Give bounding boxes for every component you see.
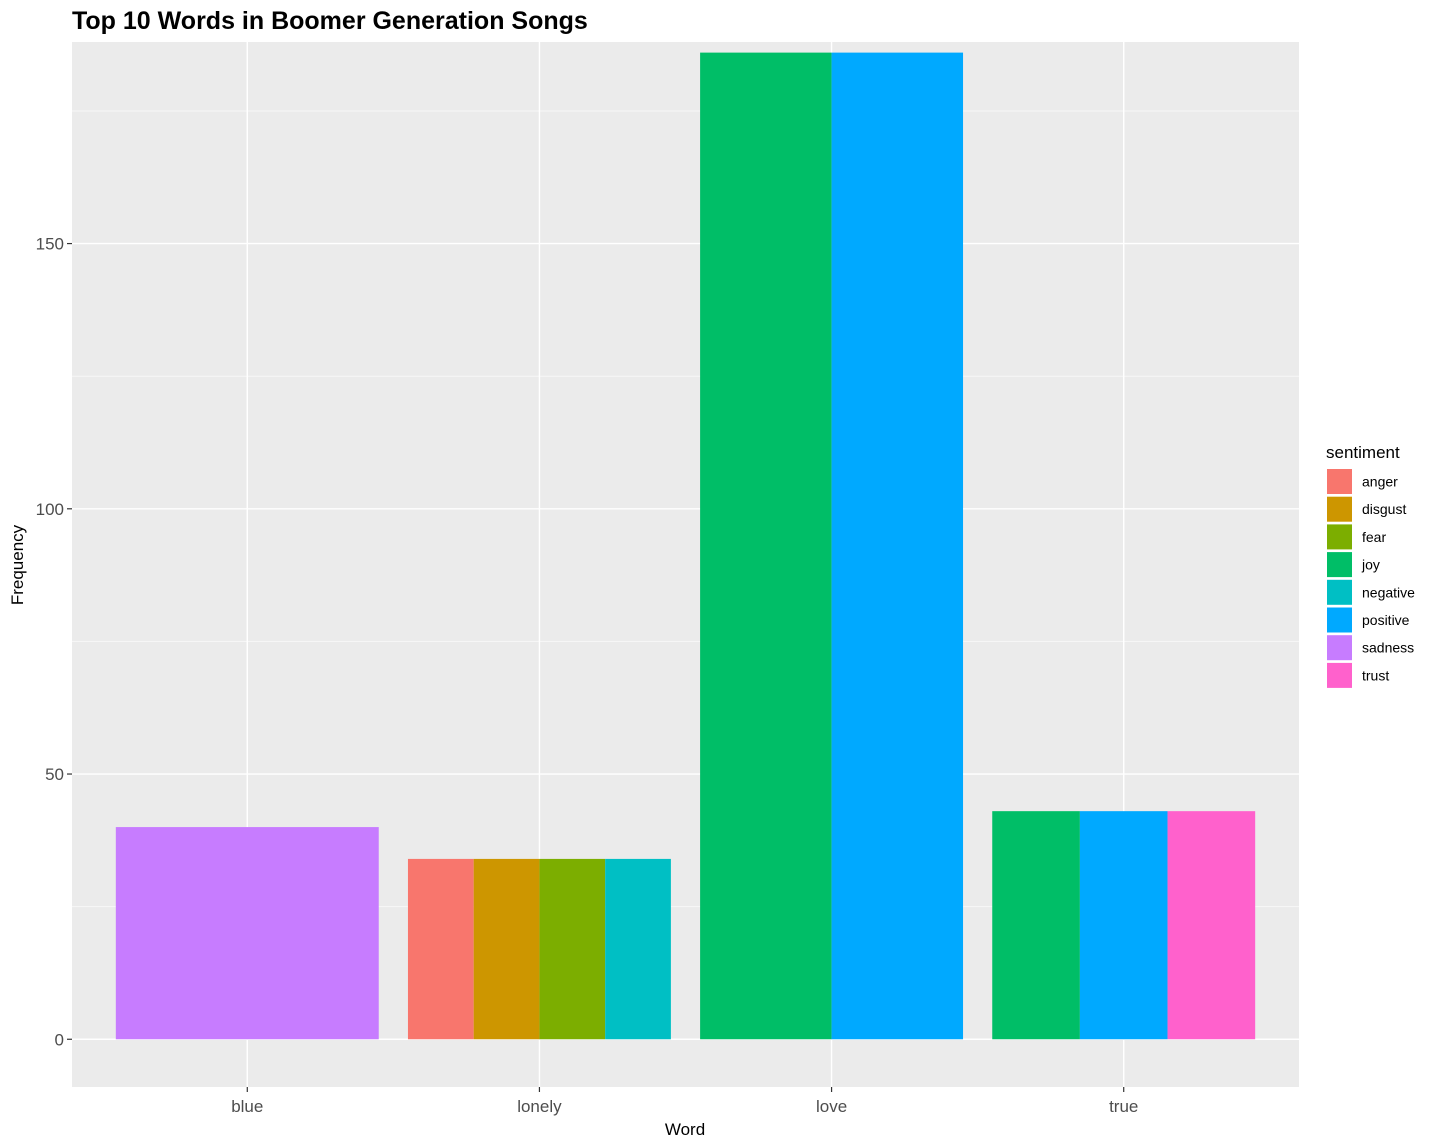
legend-label-disgust: disgust (1362, 501, 1406, 517)
legend-key-disgust (1327, 496, 1352, 522)
x-tick-label: blue (231, 1097, 263, 1116)
x-tick-label: lonely (517, 1097, 562, 1116)
bar-blue-sadness (115, 827, 379, 1040)
legend-title: sentiment (1326, 443, 1400, 462)
legend-key-trust (1327, 662, 1352, 688)
legend-label-joy: joy (1361, 557, 1380, 573)
legend-label-negative: negative (1362, 584, 1415, 600)
bar-lonely-negative (605, 858, 671, 1040)
legend-label-sadness: sadness (1362, 640, 1414, 656)
x-tick-label: true (1109, 1097, 1138, 1116)
x-axis: blue lonely love true (231, 1087, 1138, 1116)
bar-lonely-anger (407, 858, 474, 1040)
bars (115, 52, 1256, 1040)
legend-key-negative (1327, 579, 1352, 605)
legend-label-positive: positive (1362, 612, 1410, 628)
legend-items: anger disgust fear joy negative positive sadne… (1327, 469, 1415, 688)
legend-key-joy (1327, 552, 1352, 578)
legend-label-anger: anger (1362, 474, 1398, 490)
y-tick-label: 50 (45, 765, 64, 784)
bar-lonely-fear (539, 858, 606, 1040)
bar-love-joy (700, 52, 832, 1040)
legend-label-trust: trust (1362, 667, 1389, 683)
bar-love-positive (831, 52, 964, 1040)
bar-true-joy (992, 811, 1080, 1040)
bar-true-trust (1167, 811, 1256, 1040)
bar-true-positive (1079, 811, 1168, 1040)
legend-key-sadness (1327, 635, 1352, 661)
legend-key-positive (1327, 607, 1352, 633)
legend-key-anger (1327, 469, 1352, 494)
y-tick-label: 150 (36, 235, 64, 254)
y-axis: 0 50 100 150 (36, 235, 72, 1049)
x-axis-title: Word (665, 1120, 705, 1139)
bar-lonely-disgust (473, 858, 540, 1040)
legend-key-fear (1327, 524, 1352, 550)
x-tick-label: love (816, 1097, 847, 1116)
chart-title: Top 10 Words in Boomer Generation Songs (72, 7, 588, 35)
legend: sentiment anger disgust fear joy negative pos… (1326, 443, 1415, 688)
y-tick-label: 0 (55, 1030, 64, 1049)
y-axis-title: Frequency (8, 524, 27, 605)
y-tick-label: 100 (36, 500, 64, 519)
legend-label-fear: fear (1362, 529, 1386, 545)
